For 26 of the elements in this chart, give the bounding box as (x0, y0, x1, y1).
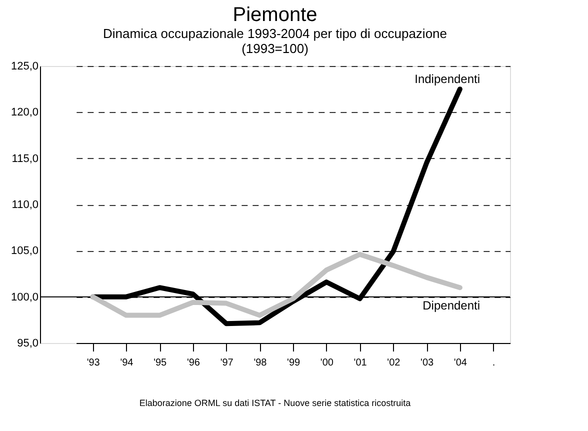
x-tick-label: . (492, 358, 496, 368)
y-tick-label: 115,0 (12, 152, 38, 165)
y-tick-label: 95,0 (17, 338, 38, 350)
x-tick-label: '02 (387, 358, 401, 368)
x-tick-label: '00 (320, 358, 334, 368)
y-tick-label: 125,0 (10, 60, 38, 72)
chart-title: Piemonte (232, 4, 318, 26)
x-tick-label: '96 (186, 358, 200, 368)
x-tick-label: '94 (120, 358, 134, 368)
x-tick-label: '03 (420, 358, 434, 368)
chart-subtitle: Dinamica occupazionale 1993-2004 per tipo di occupazione (102, 26, 448, 41)
y-tick-label: 120,0 (10, 106, 38, 119)
x-tick-label: '98 (254, 358, 268, 368)
x-tick-label: '97 (220, 358, 234, 368)
x-tick-label: '99 (287, 358, 301, 368)
x-tick-label: '04 (454, 358, 468, 368)
y-tick-label: 110,0 (12, 199, 38, 211)
text: (1993=100) (242, 41, 308, 56)
x-tick-label: '01 (354, 358, 368, 368)
series-label: Indipendenti (414, 72, 480, 86)
series-label: Dipendenti (422, 298, 480, 313)
y-tick-label: 100,0 (10, 291, 38, 304)
x-tick-label: '93 (86, 358, 100, 368)
y-tick-label: 105,0 (10, 245, 38, 258)
x-tick-label: '95 (154, 358, 168, 368)
text: Elaborazione ORML su dati ISTAT - Nuove serie statistica ricostruita (139, 398, 411, 408)
